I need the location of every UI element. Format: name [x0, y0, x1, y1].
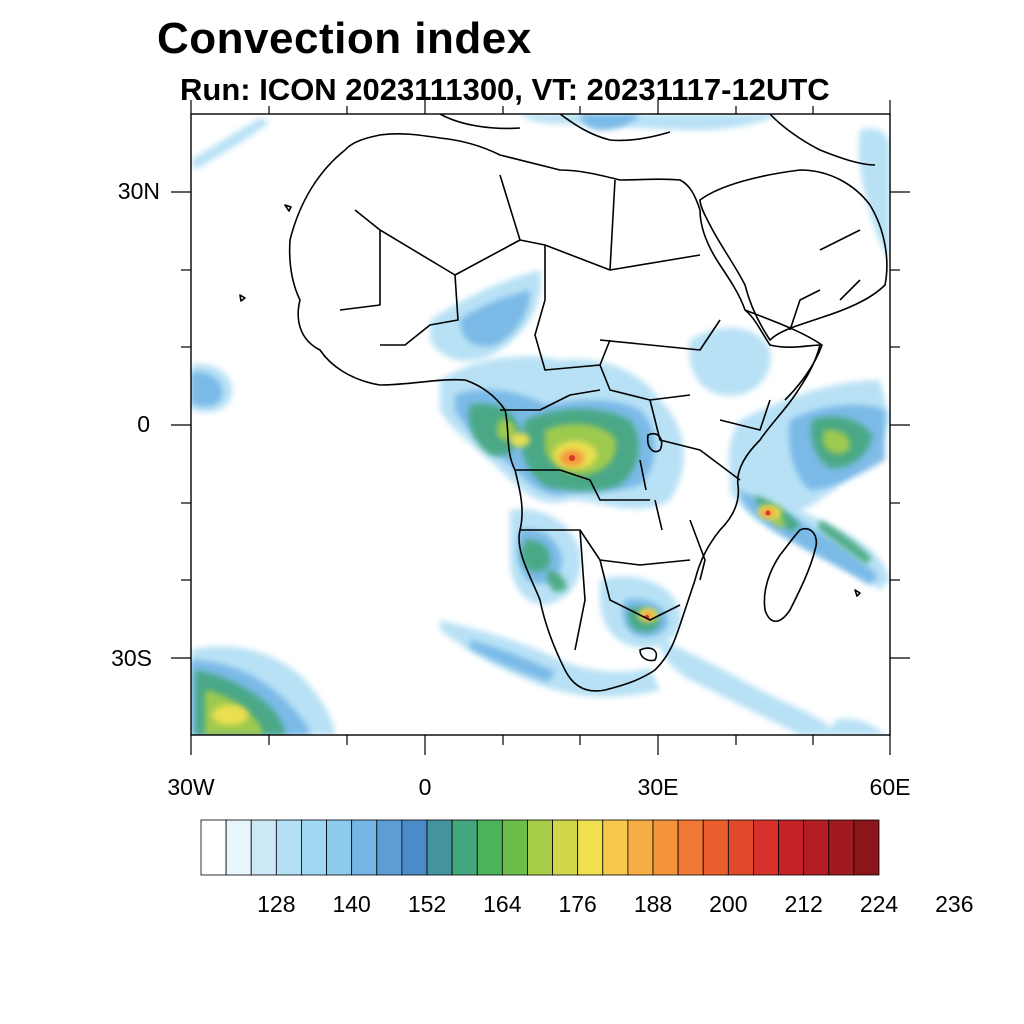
colorbar-box: [753, 819, 779, 876]
colorbar-box: [627, 819, 654, 876]
colorbar-box: [778, 819, 805, 876]
colorbar-box: [527, 819, 553, 876]
lon-label-30e: 30E: [637, 774, 679, 800]
colorbar-label: 188: [634, 891, 672, 917]
colorbar-label: 128: [257, 891, 295, 917]
colorbar-box: [803, 819, 830, 876]
chart-title: Convection index: [157, 14, 532, 63]
colorbar-box: [250, 819, 277, 876]
colorbar-box: [677, 819, 704, 876]
colorbar-label: 236: [935, 891, 973, 917]
colorbar-box: [602, 819, 629, 876]
coastlines: [239, 114, 888, 692]
colorbar-box: [376, 819, 403, 876]
colorbar-box: [401, 819, 428, 876]
colorbar-box: [200, 819, 227, 876]
colorbar-box: [501, 819, 528, 876]
colorbar-label: 200: [709, 891, 747, 917]
colorbar-box: [577, 819, 604, 876]
colorbar-label: 176: [558, 891, 596, 917]
lat-label-30n: 30N: [117, 178, 160, 204]
lon-label-60e: 60E: [869, 774, 911, 800]
colorbar-box: [853, 819, 880, 876]
colorbar-box: [727, 819, 754, 876]
colorbar-label: 152: [408, 891, 446, 917]
lon-label-30w: 30W: [167, 774, 215, 800]
colorbar-box: [301, 819, 327, 876]
colorbar-box: [552, 819, 579, 876]
colorbar-box: [476, 819, 503, 876]
colorbar-label: 224: [860, 891, 899, 917]
colorbar-label: 212: [784, 891, 822, 917]
colorbar-box: [225, 819, 252, 876]
colorbar-box: [451, 819, 478, 876]
colorbar-label: 140: [332, 891, 370, 917]
colorbar-box: [702, 819, 729, 876]
axis-ticks: [171, 100, 910, 755]
colorbar-box: [652, 819, 679, 876]
chart-subtitle: Run: ICON 2023111300, VT: 20231117-12UTC: [180, 72, 830, 107]
colorbar-box: [426, 819, 453, 876]
colorbar-label: 164: [483, 891, 522, 917]
lat-label-30s: 30S: [111, 645, 152, 671]
lon-label-0: 0: [418, 774, 432, 800]
lat-label-0: 0: [137, 411, 150, 437]
colorbar-box: [326, 819, 353, 876]
convection-field: [191, 114, 890, 735]
colorbar-box: [828, 819, 855, 876]
colorbar-box: [275, 819, 302, 876]
colorbar-box: [351, 819, 378, 876]
